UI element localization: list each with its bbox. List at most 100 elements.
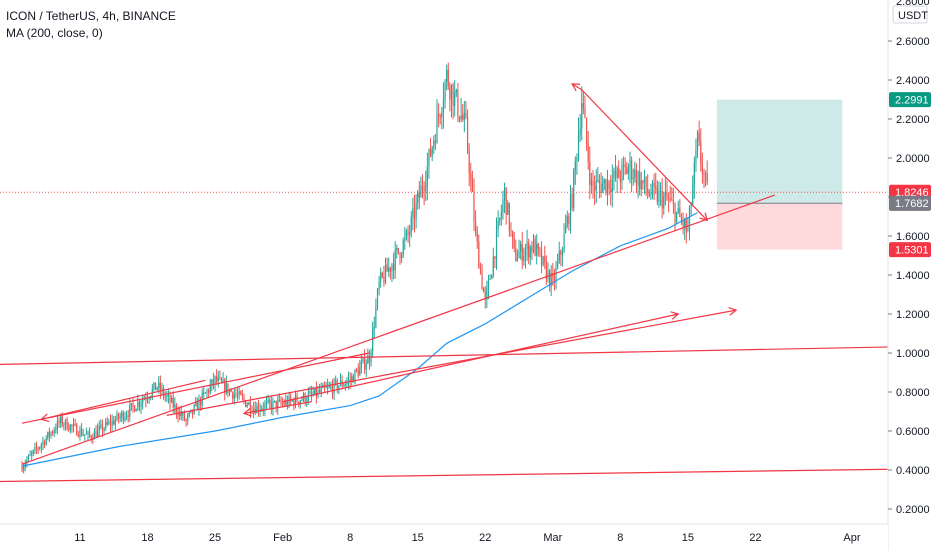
price-axis-bg [888,0,932,550]
candle [534,235,536,257]
candle [579,113,581,142]
candle [405,228,408,241]
candle [507,200,509,215]
candle [492,247,494,279]
price-axis[interactable]: 2.60002.40002.20002.00001.80001.60001.40… [887,0,932,550]
candle [72,417,75,433]
candle [438,103,440,128]
candle [650,183,652,201]
candle [563,223,565,254]
currency-button: USDT [892,5,928,24]
time-axis-bg [0,524,888,550]
candle [473,178,475,232]
x-tick-label: Apr [843,532,860,544]
target-zone [716,99,843,204]
candle [64,418,67,431]
candle [216,369,218,386]
candle [113,415,115,426]
candle [611,164,613,208]
candle [187,412,189,426]
candle [458,115,461,123]
candle [656,180,658,206]
y-tick-label: 1.6000 [896,231,930,243]
candle [269,397,271,410]
candle [698,120,700,147]
y-tick-label: 1.4000 [896,270,930,282]
candle [515,239,517,262]
candle [483,286,485,293]
candle [547,262,549,283]
candle [103,426,105,434]
candle [185,418,187,427]
candle [421,174,424,199]
candle [389,266,391,280]
candle [598,174,601,199]
candle [648,189,650,198]
candle [373,316,375,340]
candle [198,394,200,416]
candle [629,151,631,184]
candle [241,389,243,401]
candle [330,381,332,391]
candle [85,427,87,435]
trendline-drawings[interactable] [0,83,932,483]
candle [142,394,144,410]
candle [550,265,552,297]
candle [372,321,374,358]
candle [108,418,110,426]
candle [463,100,465,133]
candle [466,109,469,155]
candle [407,225,409,244]
candle [574,156,576,185]
candle [602,176,604,194]
arrow-head [670,311,680,320]
candle [444,78,446,109]
arrow-head [242,408,252,417]
candle [214,375,216,392]
candle [217,370,219,388]
candle [21,460,23,473]
candle [32,449,34,457]
entry-price-tag-value: 1.7682 [895,198,929,210]
candle [35,441,38,455]
candle [433,135,435,154]
candle [561,246,564,267]
candle [45,435,47,446]
candle [95,425,97,438]
time-axis[interactable]: 11 18 25 Feb 8 15 22 Mar 8 15 22 Apr [0,523,888,550]
position-tool[interactable] [0,99,888,250]
candle [355,367,358,373]
candle [680,213,683,225]
candle [399,252,401,265]
candle [161,382,163,396]
candle [635,163,638,194]
candle [31,450,33,461]
candle [402,237,404,259]
candle [409,224,411,248]
candle [706,160,708,186]
y-tick-label: 0.4000 [896,465,930,477]
candle [647,174,649,199]
candle [553,268,556,291]
candle [105,418,107,431]
candle [449,82,451,112]
candle [82,428,84,437]
symbol-title[interactable]: ICON / TetherUS, 4h, BINANCE [6,9,176,23]
trendline-drawing [21,352,370,424]
candle [545,255,547,285]
candle [230,387,232,393]
candle [119,412,121,423]
candle [503,182,506,214]
indicator-label[interactable]: MA (200, close, 0) [6,26,103,40]
candle [380,267,382,288]
candle [34,442,36,455]
candle [394,241,396,279]
candle [590,172,592,194]
candle [688,205,691,241]
candle [581,86,583,141]
arrow-head [40,413,50,422]
candle [505,187,507,225]
candle [134,405,136,413]
